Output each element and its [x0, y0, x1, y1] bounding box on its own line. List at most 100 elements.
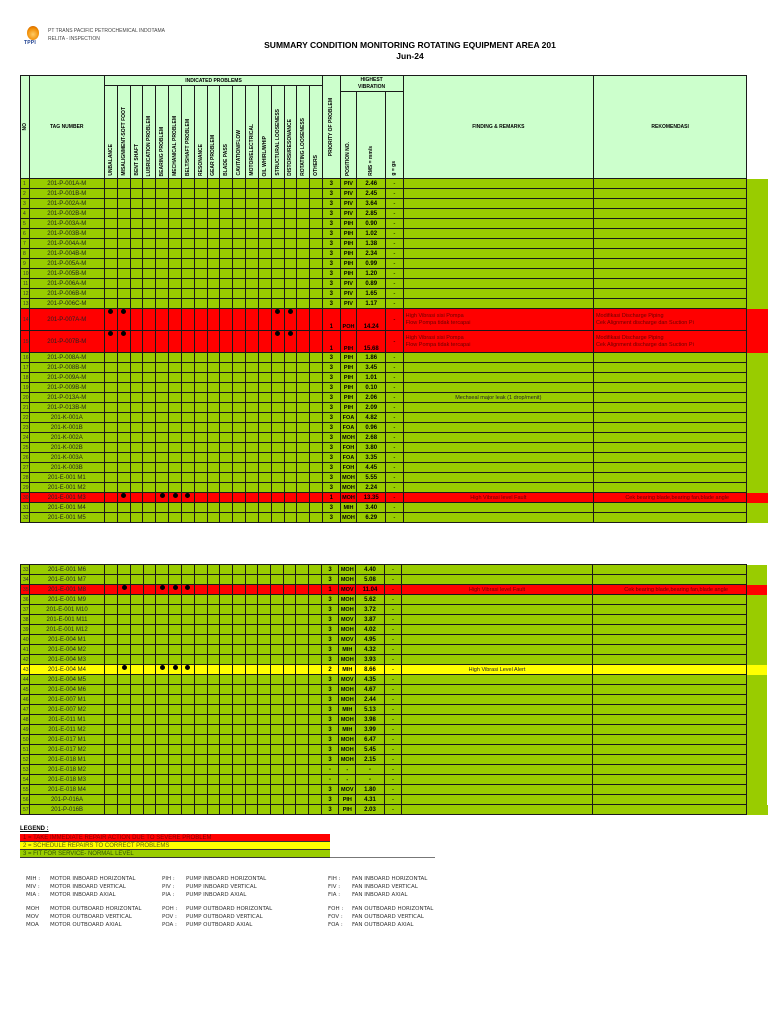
problem-cell	[244, 754, 259, 765]
problem-cell	[155, 694, 170, 705]
table-row[interactable]: 27 201-K-003B 3 FOH 4.45-	[20, 462, 768, 473]
table-row[interactable]: 53 201-E-018 M2- - - -	[20, 764, 768, 775]
table-row[interactable]: 31 201-E-001 M4 3 MIH 3.40-	[20, 502, 768, 513]
position-code: FOA :	[328, 922, 343, 928]
finding-remarks	[401, 574, 593, 585]
table-row[interactable]: 1 201-P-001A-M 3 PIV 2.46-	[20, 178, 768, 189]
table-row[interactable]: 52 201-E-018 M1 3 MOH 2.15-	[20, 754, 768, 765]
table-row[interactable]: 37 201-E-001 M10 3 MOH 3.72-	[20, 604, 768, 615]
table-row[interactable]: 30 201-E-001 M3 1 MOH 13.35- High Vibrasi lev…	[20, 492, 768, 503]
row-number: 4	[20, 208, 30, 219]
table-row[interactable]: 7 201-P-004A-M 3 PIH 1.38-	[20, 238, 768, 249]
problem-cell	[129, 352, 144, 363]
table-row[interactable]: 28 201-E-001 M1 3 MOH 5.55-	[20, 472, 768, 483]
problem-cell	[168, 594, 183, 605]
problem-cell	[142, 492, 157, 503]
problem-cell	[308, 734, 322, 745]
rekomendasi	[592, 288, 748, 299]
table-row[interactable]: 38 201-E-001 M11 3 MOV 3.87-	[20, 614, 768, 625]
problem-cell	[142, 362, 157, 373]
table-row[interactable]: 20 201-P-013A-M 3 PIH 2.06- Mechseal major le…	[20, 392, 768, 403]
table-row[interactable]: 40 201-E-004 M1 3 MOV 4.95-	[20, 634, 768, 645]
position-value: MOH	[339, 482, 358, 493]
table-row[interactable]: 4 201-P-002B-M 3 PIV 2.85-	[20, 208, 768, 219]
problem-cell	[206, 724, 221, 735]
table-row[interactable]: 17 201-P-008B-M 3 PIH 3.45-	[20, 362, 768, 373]
table-row[interactable]: 55 201-E-018 M4 3 MOV 1.80-	[20, 784, 768, 795]
table-row[interactable]: 21 201-P-013B-M 3 PIH 2.09-	[20, 402, 768, 413]
table-row[interactable]: 42 201-E-004 M3 3 MOH 3.93-	[20, 654, 768, 665]
table-row[interactable]: 54 201-E-018 M3- - - -	[20, 774, 768, 785]
rms-value: 5.62	[355, 594, 385, 605]
rms-value: -	[355, 774, 385, 785]
problem-cell	[103, 372, 118, 383]
row-extension	[746, 774, 768, 785]
problem-cell	[308, 664, 322, 675]
position-code-item: FIH : FAN INBOARD HORIZONTAL	[328, 876, 427, 882]
table-row[interactable]: 36 201-E-001 M9 3 MOH 5.62-	[20, 594, 768, 605]
table-row[interactable]: 34 201-E-001 M7 3 MOH 5.08-	[20, 574, 768, 585]
rms-value: 6.47	[355, 734, 385, 745]
table-row[interactable]: 23 201-K-001B 3 FOA 0.96-	[20, 422, 768, 433]
table-row[interactable]: 11 201-P-006A-M 3 PIV 0.89-	[20, 278, 768, 289]
position-value: MOH	[339, 492, 358, 503]
table-row[interactable]: 2 201-P-001B-M 3 PIV 2.45-	[20, 188, 768, 199]
problem-cell	[270, 392, 285, 403]
table-row[interactable]: 25 201-K-002B 3 FOH 3.80-	[20, 442, 768, 453]
table-row[interactable]: 48 201-E-011 M1 3 MOH 3.98-	[20, 714, 768, 725]
legend: LEGEND : 1 = TAKE IMMEDIATE REPAIR ACTIO…	[20, 826, 435, 858]
table-row[interactable]: 8 201-P-004B-M 3 PIH 2.34-	[20, 248, 768, 259]
problem-cell	[168, 352, 182, 363]
table-row[interactable]: 13 201-P-006C-M 3 PIV 1.17-	[20, 298, 768, 309]
table-row[interactable]: 56 201-P-016A 3 PIH 4.31-	[20, 794, 768, 805]
table-row[interactable]: 5 201-P-003A-M 3 PIH 0.90-	[20, 218, 768, 229]
table-row[interactable]: 26 201-K-003A 3 FOA 3.35-	[20, 452, 768, 463]
table-row[interactable]: 15 201-P-007B-M 1 PIH 15.68- High Vibrasi sis…	[20, 330, 768, 353]
problem-cell	[142, 502, 157, 513]
table-row[interactable]: 14 201-P-007A-M 1 POH 14.24- High Vibrasi sis…	[20, 308, 768, 331]
table-row[interactable]: 43 201-E-004 M4 2 MIH 8.66- High Vibrasi Leve…	[20, 664, 768, 675]
problem-cell	[283, 218, 298, 229]
header-finding-remarks: FINDING & REMARKS	[402, 75, 594, 179]
table-row[interactable]: 32 201-E-001 M5 3 MOH 6.29-	[20, 512, 768, 523]
table-row[interactable]: 9 201-P-005A-M 3 PIH 0.99-	[20, 258, 768, 269]
priority-value: 1	[322, 492, 341, 503]
table-row[interactable]: 44 201-E-004 M5 3 MOV 4.35-	[20, 674, 768, 685]
table-row[interactable]: 16 201-P-008A-M 3 PIH 1.86-	[20, 352, 768, 363]
header-no: NO	[20, 75, 30, 179]
problem-cell	[282, 614, 297, 625]
table-row[interactable]: 39 201-E-001 M12 3 MOH 4.02-	[20, 624, 768, 635]
table-row[interactable]: 12 201-P-006B-M 3 PIV 1.65-	[20, 288, 768, 299]
table-row[interactable]: 47 201-E-007 M2 3 MIH 5.13-	[20, 704, 768, 715]
table-row[interactable]: 19 201-P-009B-M 3 PIH 0.10-	[20, 382, 768, 393]
table-row[interactable]: 45 201-E-004 M6 3 MOH 4.67-	[20, 684, 768, 695]
table-row[interactable]: 57 201-P-016B 3 PIH 2.03-	[20, 804, 768, 815]
table-row[interactable]: 46 201-E-007 M1 3 MOH 2.44-	[20, 694, 768, 705]
table-row[interactable]: 6 201-P-003B-M 3 PIH 1.02-	[20, 228, 768, 239]
problem-indicator-dot-icon	[172, 665, 178, 670]
rms-value: 1.86	[356, 352, 387, 363]
table-row[interactable]: 10 201-P-005B-M 3 PIH 1.20-	[20, 268, 768, 279]
problem-indicator-dot-icon	[121, 493, 127, 498]
table-row[interactable]: 22 201-K-001A 3 FOA 4.82-	[20, 412, 768, 423]
table-row[interactable]: 24 201-K-002A 3 MOH 2.68-	[20, 432, 768, 443]
row-number: 2	[20, 188, 30, 199]
problem-cell	[257, 754, 272, 765]
table-row[interactable]: 29 201-E-001 M2 3 MOH 2.24-	[20, 482, 768, 493]
problem-cell	[270, 584, 284, 595]
priority-value: 3	[320, 754, 340, 765]
table-row[interactable]: 41 201-E-004 M2 3 MIH 4.32-	[20, 644, 768, 655]
table-row[interactable]: 18 201-P-009A-M 3 PIH 1.01-	[20, 372, 768, 383]
table-row[interactable]: 49 201-E-011 M2 3 MIH 3.99-	[20, 724, 768, 735]
problem-cell	[296, 258, 311, 269]
rms-value: 4.31	[355, 794, 385, 805]
priority-value: 3	[322, 362, 341, 373]
problem-cell	[206, 228, 221, 239]
table-row[interactable]: 51 201-E-017 M2 3 MOH 5.45-	[20, 744, 768, 755]
rekomendasi	[591, 724, 747, 735]
table-row[interactable]: 50 201-E-017 M1 3 MOH 6.47-	[20, 734, 768, 745]
table-row[interactable]: 33 201-E-001 M6 3 MOH 4.40-	[20, 564, 768, 575]
table-row[interactable]: 35 201-E-001 M8 1 MOV 11.04- High Vibrasi lev…	[20, 584, 768, 595]
position-code: POH :	[162, 906, 178, 912]
table-row[interactable]: 3 201-P-002A-M 3 PIV 3.64-	[20, 198, 768, 209]
